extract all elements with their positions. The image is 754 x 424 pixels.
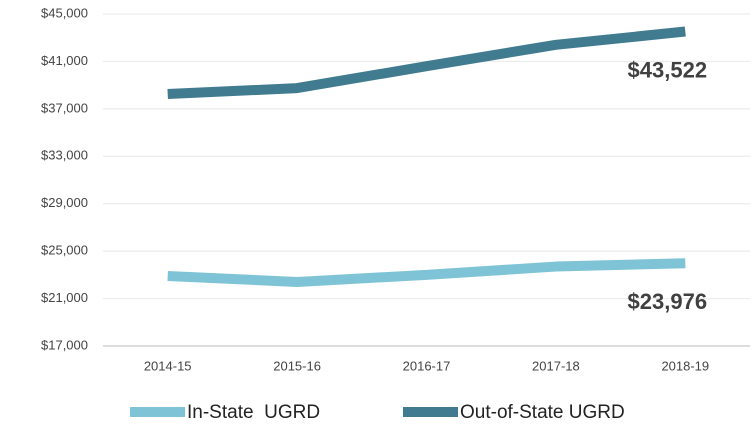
- legend-swatch: [403, 407, 458, 417]
- series-line: [167, 26, 686, 100]
- y-tick-label: $37,000: [41, 100, 88, 115]
- legend-swatch: [130, 407, 185, 417]
- x-tick-label: 2018-19: [661, 358, 709, 373]
- x-tick-label: 2014-15: [144, 358, 192, 373]
- series-line: [167, 258, 686, 287]
- x-tick-label: 2017-18: [532, 358, 580, 373]
- y-tick-label: $29,000: [41, 195, 88, 210]
- y-tick-label: $17,000: [41, 337, 88, 352]
- value-label: $43,522: [628, 57, 708, 82]
- value-label: $23,976: [628, 289, 708, 314]
- x-tick-label: 2016-17: [403, 358, 451, 373]
- legend-label: Out-of-State UGRD: [460, 402, 625, 423]
- y-tick-label: $33,000: [41, 148, 88, 163]
- y-tick-label: $45,000: [41, 5, 88, 20]
- y-tick-label: $21,000: [41, 290, 88, 305]
- y-tick-label: $25,000: [41, 243, 88, 258]
- y-tick-label: $41,000: [41, 53, 88, 68]
- legend-label: In-State UGRD: [187, 402, 320, 423]
- x-tick-label: 2015-16: [273, 358, 321, 373]
